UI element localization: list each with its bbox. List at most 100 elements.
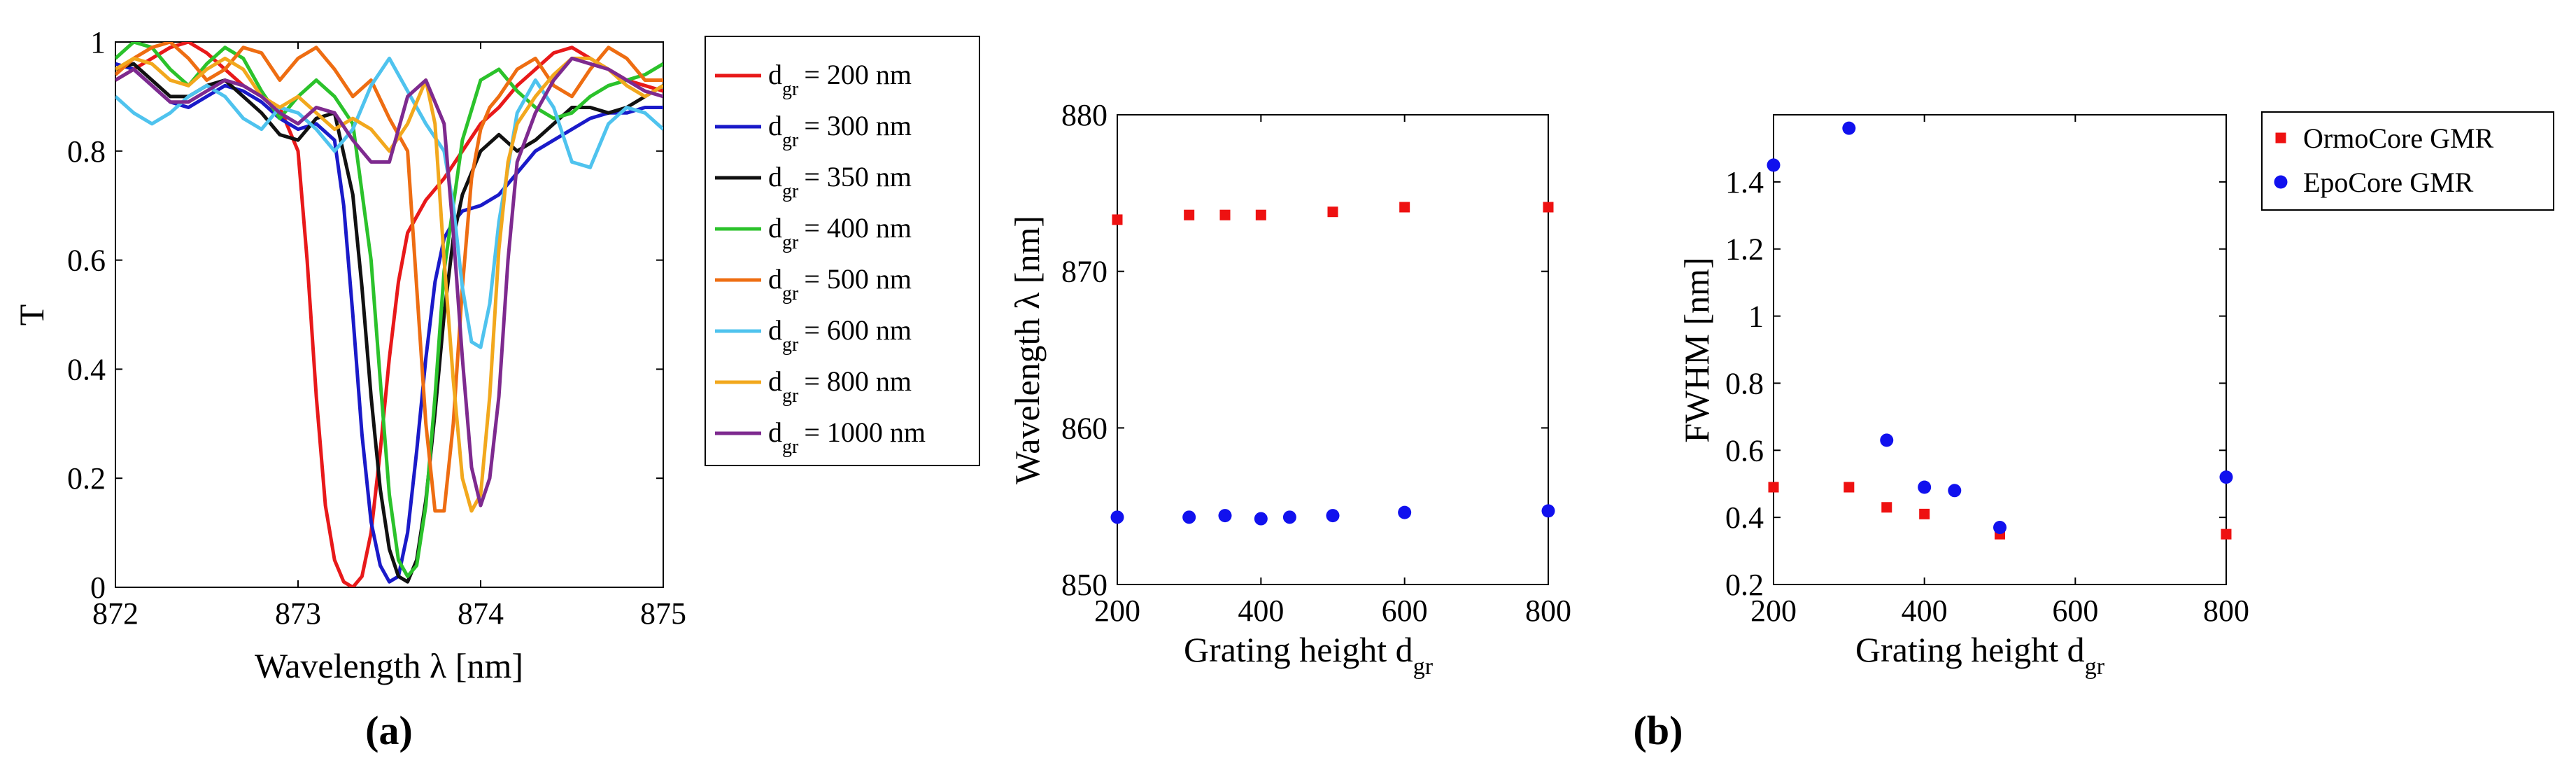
plot-b1-xtick-label: 600 [1382,594,1428,628]
plot-b1-ytick-label: 850 [1061,568,1107,602]
legend-a-subscript: gr [782,334,799,356]
wavelength-chart: 200 400 600 800 850 860 870 880 Grating height … [1007,98,1571,680]
plot-b2-ticks [1773,115,2227,585]
legend-a-subscript: gr [782,232,799,253]
legend-b-frame [2261,111,2554,211]
legend-a-frame [705,36,980,466]
legend-a-value: = 400 nm [804,212,912,244]
plot-b1-xtick-label: 400 [1238,594,1284,628]
legend-a-value: = 1000 nm [804,416,926,448]
legend-a-label-1: dgr = 300 nm [768,110,912,151]
legend-a-symbol: d [768,416,782,448]
plot-b2-series [1767,121,2233,540]
plot-b1-frame [1117,114,1549,585]
transmission-chart: 872 873 874 875 0 0.2 0.4 0.6 0.8 1 Wavelength λ … [12,25,686,685]
legend-a-symbol: d [768,212,782,244]
plot-b1-marker-circle [1326,509,1340,523]
legend-a-value: = 200 nm [804,59,912,90]
plot-b1-marker-square [1399,202,1410,213]
plot-b1-xlabel-sub: gr [1413,654,1434,680]
plot-b2-marker-square [1843,482,1855,493]
plot-b1-ticks [1117,114,1549,585]
series-line-6 [115,56,663,513]
series-line-3 [115,42,663,578]
plot-a-ytick-label: 1 [90,25,106,59]
plot-a-xtick-label: 872 [92,596,139,631]
legend-a-subscript: gr [782,130,799,151]
plot-b2-xtick-label: 800 [2203,594,2249,628]
plot-b2-marker-square [1881,502,1892,513]
legend-a-symbol: d [768,314,782,346]
panel-label-a: (a) [365,708,413,753]
plot-b2-marker-circle [1918,480,1932,494]
plot-b1-marker-circle [1398,505,1412,519]
plot-a-xtick-label: 873 [275,596,321,631]
plot-b2-frame [1773,114,2227,585]
legend-a-symbol: d [768,263,782,295]
plot-a-tick-labels: 872 873 874 875 0 0.2 0.4 0.6 0.8 1 [67,25,686,631]
plot-b2-ytick-label: 0.8 [1725,366,1764,400]
legend-b-label-1: EpoCore GMR [2303,167,2474,198]
plot-b1-marker-square [1255,209,1266,220]
fwhm-chart: 200 400 600 800 0.2 0.4 0.6 0.8 1 1.2 1.4 Grating … [1677,114,2249,680]
plot-b2-marker-circle [2219,470,2233,484]
legend-a-value: = 600 nm [804,314,912,346]
legend-a-subscript: gr [782,385,799,407]
legend-a-value: = 300 nm [804,110,912,141]
plot-b2-marker-circle [1993,521,2007,535]
plot-b1-series [1110,202,1555,526]
plot-a-ytick-label: 0.2 [67,461,106,496]
legend-a-subscript: gr [782,78,799,100]
legend-b-label-0: OrmoCore GMR [2303,122,2494,154]
legend-a-label-2: dgr = 350 nm [768,161,912,202]
legend-a-symbol: d [768,110,782,141]
legend-a-label-0: dgr = 200 nm [768,59,912,100]
plot-b2-xtick-label: 200 [1750,594,1797,628]
plot-a-series [115,42,663,587]
plot-b2-xlabel-main: Grating height d [1855,630,2085,669]
legend-a-label-5: dgr = 600 nm [768,314,912,356]
plot-b2-marker-circle [1948,484,1962,498]
plot-b2-marker-square [1768,482,1779,493]
plot-b2-marker-circle [1880,433,1894,447]
plot-a-ytick-label: 0.6 [67,244,106,278]
plot-b2-marker-square [2221,528,2232,540]
plot-b1-marker-circle [1282,510,1296,524]
legend-a-value: = 800 nm [804,365,912,397]
plot-b1-marker-square [1327,206,1338,218]
plot-a-xlabel: Wavelength λ [nm] [255,646,523,685]
series-line-5 [115,56,663,349]
plot-b1-xtick-label: 800 [1525,594,1571,628]
plot-b1-marker-square [1219,209,1231,220]
plot-b2-xlabel: Grating height dgr [1855,630,2105,680]
legend-b: OrmoCore GMR EpoCore GMR [2261,111,2554,211]
plot-b2-marker-circle [1842,121,1856,135]
plot-b2-ytick-label: 0.6 [1725,433,1764,468]
plot-b1-marker-circle [1110,510,1124,524]
series-line-4 [115,42,663,513]
plot-b2-xtick-label: 600 [2052,594,2098,628]
plot-b1-marker-square [1112,214,1123,225]
legend-a-value: = 500 nm [804,263,912,295]
legend-a-symbol: d [768,59,782,90]
plot-b1-xlabel: Grating height dgr [1184,630,1434,680]
plot-b1-ytick-label: 880 [1061,98,1107,132]
legend-b-marker-circle [2274,175,2288,189]
plot-b2-ytick-label: 1.4 [1725,165,1764,200]
plot-b1-marker-square [1543,202,1554,213]
plot-a-xtick-label: 874 [458,596,504,631]
plot-b2-tick-labels: 200 400 600 800 0.2 0.4 0.6 0.8 1 1.2 1.4 [1725,165,2249,628]
series-line-7 [115,56,663,507]
plot-a-ytick-label: 0 [90,570,106,605]
plot-b1-marker-circle [1541,504,1555,518]
plot-b1-marker-square [1184,209,1195,220]
plot-b1-marker-circle [1254,512,1268,526]
plot-b1-tick-labels: 200 400 600 800 850 860 870 880 [1061,98,1571,628]
legend-a-value: = 350 nm [804,161,912,192]
legend-a-label-4: dgr = 500 nm [768,263,912,304]
legend-a-subscript: gr [782,436,799,458]
plot-b2-ytick-label: 0.4 [1725,500,1764,535]
plot-a-ytick-label: 0.4 [67,352,106,386]
